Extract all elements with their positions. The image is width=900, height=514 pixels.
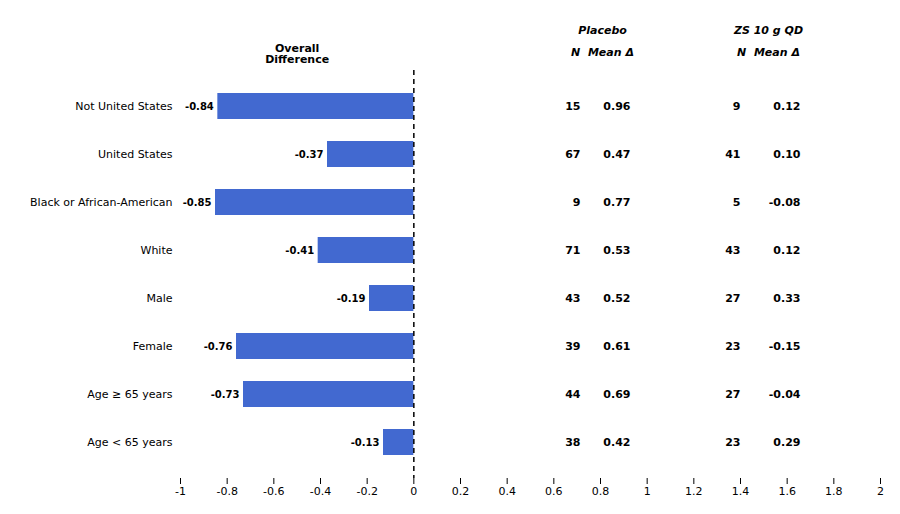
svg-text:Black or African-American: Black or African-American [30, 196, 172, 209]
svg-text:27: 27 [725, 292, 740, 305]
svg-text:1.2: 1.2 [685, 485, 703, 498]
svg-text:-0.85: -0.85 [183, 197, 212, 208]
svg-text:5: 5 [733, 196, 741, 209]
svg-text:0.53: 0.53 [603, 244, 630, 257]
svg-text:44: 44 [565, 388, 581, 401]
svg-text:-0.15: -0.15 [769, 340, 801, 353]
svg-text:Female: Female [133, 340, 173, 353]
svg-text:-0.6: -0.6 [263, 485, 284, 498]
svg-text:Not United States: Not United States [75, 100, 173, 113]
svg-text:N Mean Δ: N Mean Δ [571, 46, 634, 59]
svg-text:0: 0 [410, 485, 417, 498]
svg-text:1.4: 1.4 [732, 485, 750, 498]
svg-text:Age < 65 years: Age < 65 years [87, 436, 173, 449]
svg-text:-0.13: -0.13 [351, 437, 380, 448]
svg-text:0.52: 0.52 [603, 292, 630, 305]
svg-text:0.4: 0.4 [498, 485, 515, 498]
svg-text:-0.37: -0.37 [295, 149, 324, 160]
svg-text:9: 9 [733, 100, 741, 113]
svg-text:-0.4: -0.4 [310, 485, 331, 498]
svg-text:38: 38 [565, 436, 580, 449]
svg-text:27: 27 [725, 388, 740, 401]
svg-text:-1: -1 [175, 485, 186, 498]
svg-text:White: White [141, 244, 173, 257]
svg-text:9: 9 [573, 196, 581, 209]
svg-text:Age ≥ 65 years: Age ≥ 65 years [87, 388, 173, 401]
svg-text:71: 71 [565, 244, 580, 257]
svg-text:1.8: 1.8 [825, 485, 843, 498]
svg-text:23: 23 [725, 436, 740, 449]
svg-text:2: 2 [877, 485, 884, 498]
svg-text:Male: Male [146, 292, 172, 305]
svg-text:-0.08: -0.08 [769, 196, 801, 209]
svg-text:0.12: 0.12 [773, 100, 800, 113]
svg-text:23: 23 [725, 340, 740, 353]
svg-text:0.12: 0.12 [773, 244, 800, 257]
svg-text:39: 39 [565, 340, 580, 353]
svg-text:-0.8: -0.8 [216, 485, 237, 498]
svg-text:0.69: 0.69 [603, 388, 630, 401]
svg-text:0.8: 0.8 [592, 485, 610, 498]
svg-text:United States: United States [98, 148, 173, 161]
svg-text:-0.19: -0.19 [337, 293, 366, 304]
svg-text:OverallDifference: OverallDifference [265, 42, 329, 66]
svg-text:N Mean Δ: N Mean Δ [737, 46, 800, 59]
svg-text:0.47: 0.47 [603, 148, 630, 161]
svg-text:ZS 10 g QD: ZS 10 g QD [733, 24, 803, 37]
svg-text:0.29: 0.29 [773, 436, 800, 449]
svg-text:0.10: 0.10 [773, 148, 800, 161]
svg-text:1.6: 1.6 [778, 485, 796, 498]
svg-text:0.42: 0.42 [603, 436, 630, 449]
svg-text:67: 67 [565, 148, 580, 161]
svg-text:43: 43 [725, 244, 740, 257]
svg-text:43: 43 [565, 292, 580, 305]
svg-text:-0.41: -0.41 [285, 245, 314, 256]
svg-text:1: 1 [644, 485, 651, 498]
svg-text:0.33: 0.33 [773, 292, 800, 305]
svg-text:-0.73: -0.73 [211, 389, 240, 400]
svg-text:-0.2: -0.2 [356, 485, 377, 498]
svg-text:0.77: 0.77 [603, 196, 630, 209]
svg-text:0.6: 0.6 [545, 485, 563, 498]
svg-text:Placebo: Placebo [578, 24, 627, 37]
svg-text:0.2: 0.2 [452, 485, 470, 498]
svg-text:41: 41 [725, 148, 740, 161]
svg-text:-0.04: -0.04 [769, 388, 801, 401]
svg-text:-0.84: -0.84 [185, 101, 214, 112]
svg-text:0.61: 0.61 [603, 340, 630, 353]
svg-text:0.96: 0.96 [603, 100, 630, 113]
svg-text:-0.76: -0.76 [204, 341, 233, 352]
svg-text:15: 15 [565, 100, 580, 113]
